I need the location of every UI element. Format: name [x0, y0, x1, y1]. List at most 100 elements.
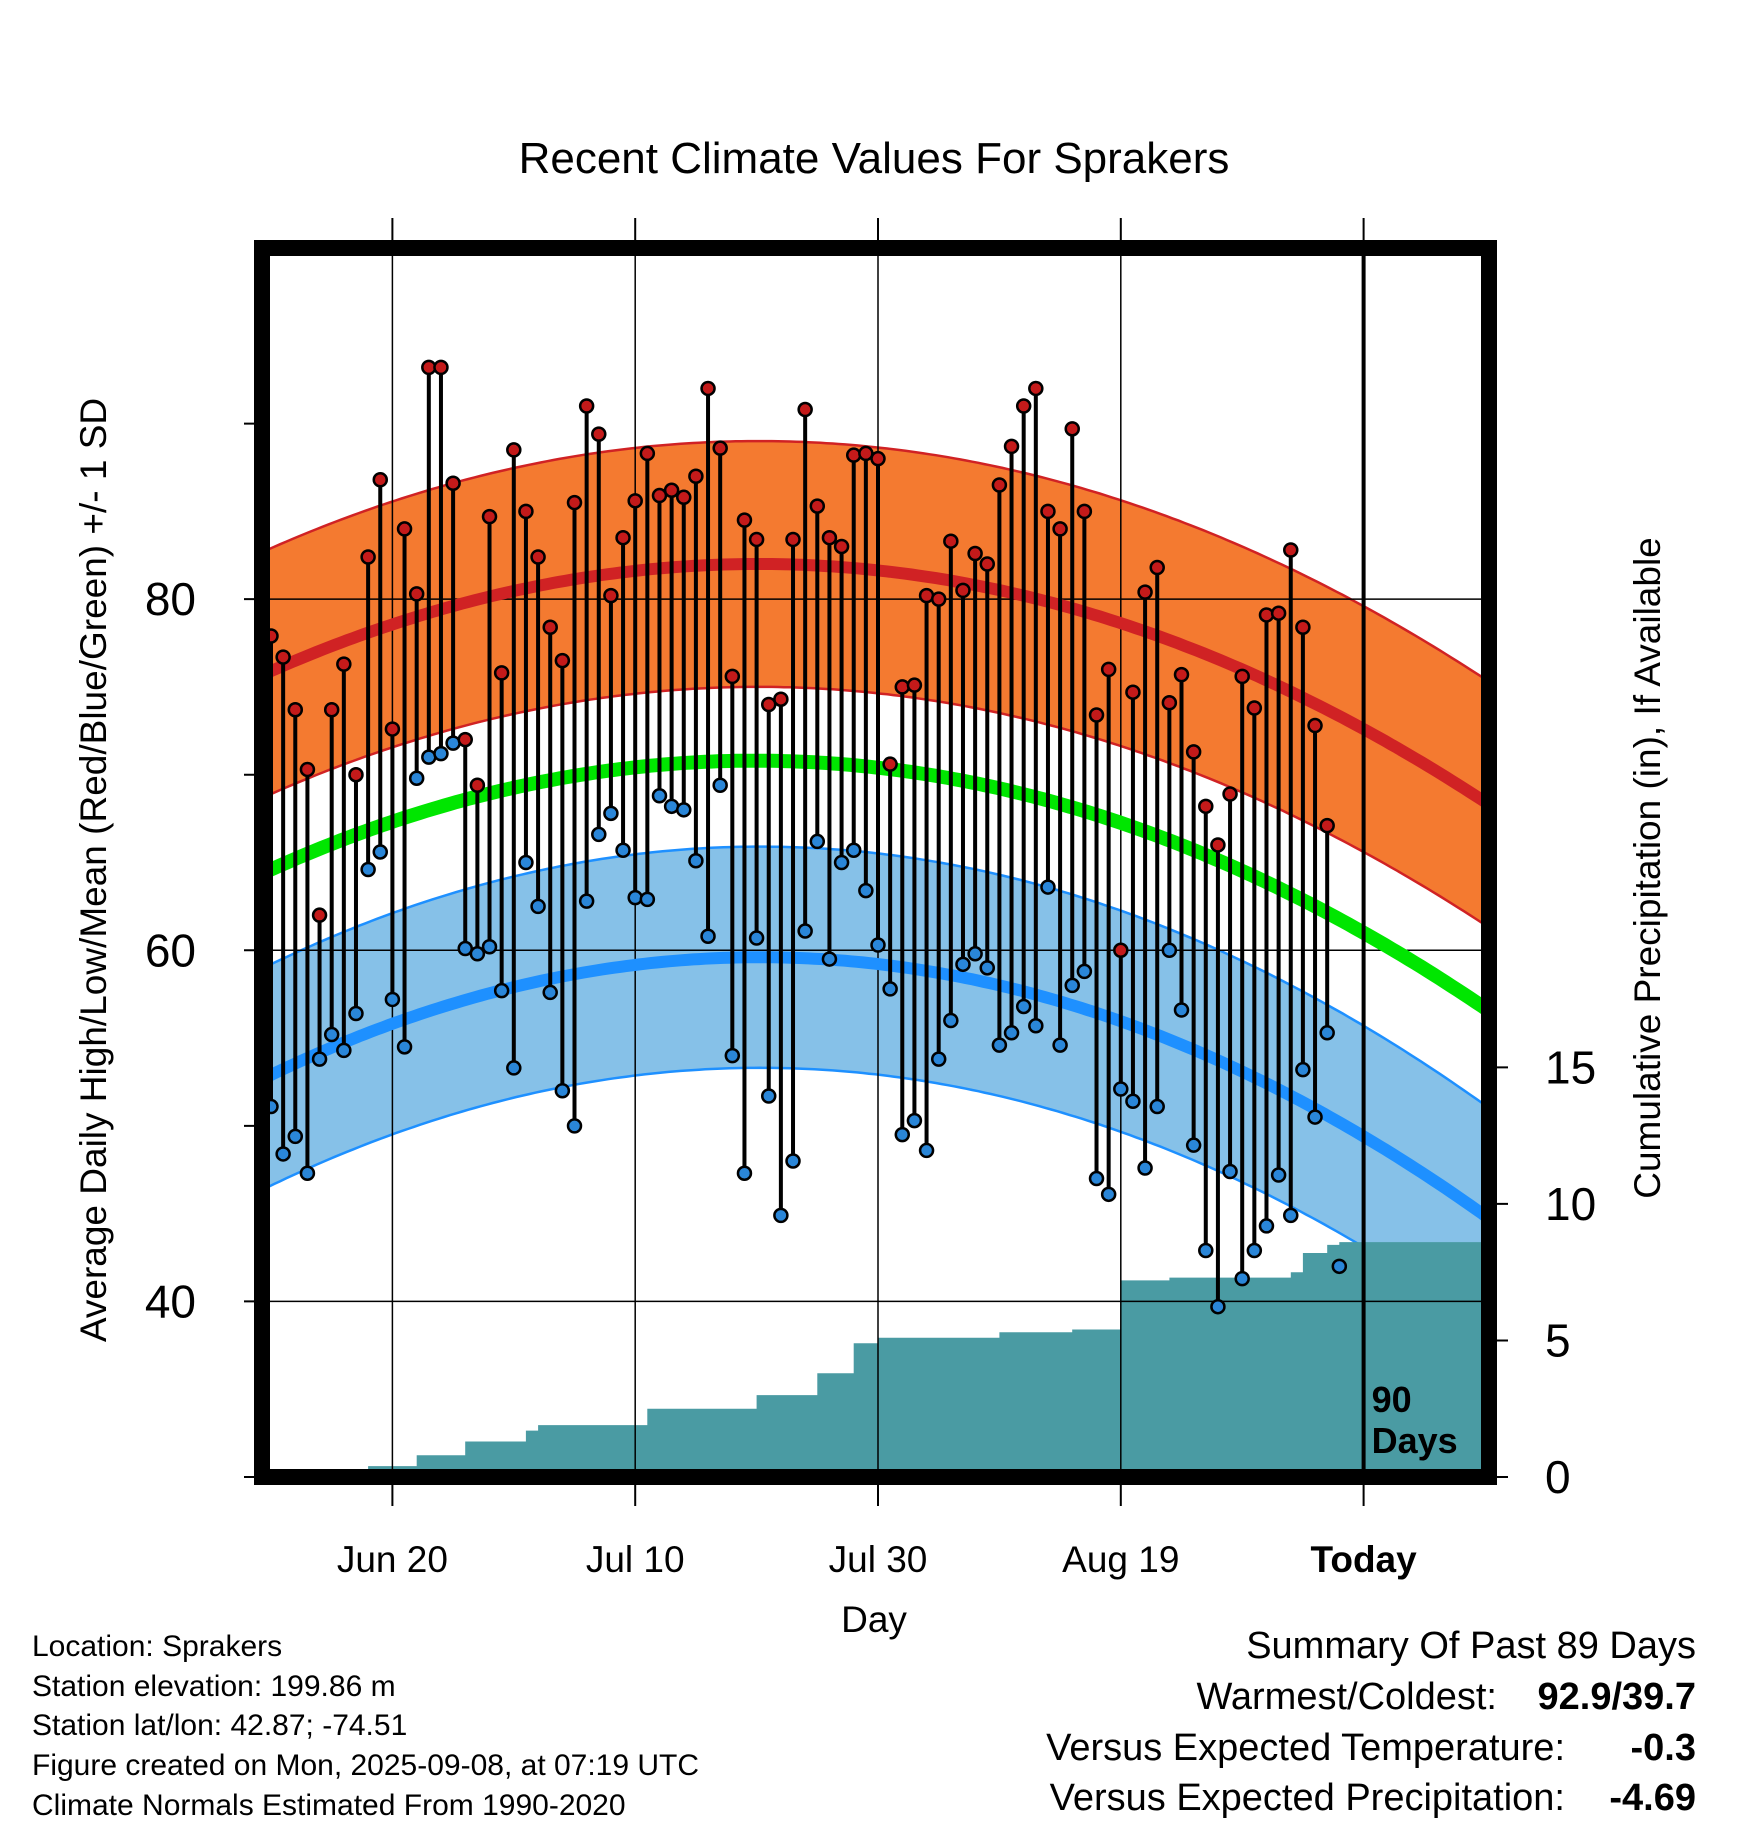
x-axis-label: Day — [841, 1599, 907, 1640]
daily-low-point — [748, 930, 765, 946]
daily-high-point — [870, 450, 886, 467]
daily-low-point — [639, 891, 656, 908]
daily-high-point — [287, 702, 304, 718]
daily-low-point — [1161, 942, 1178, 959]
expected-high-line — [262, 558, 1489, 809]
daily-low-point — [906, 1112, 923, 1129]
info-created: Figure created on Mon, 2025-09-08, at 07… — [32, 1749, 699, 1782]
daily-high-point — [1100, 661, 1117, 678]
daily-low-point — [311, 1051, 328, 1067]
daily-high-point — [323, 702, 340, 718]
daily-low-point — [821, 951, 838, 967]
daily-low-point — [506, 1060, 522, 1076]
daily-high-point — [408, 586, 425, 602]
y2-tick-label: 5 — [1545, 1314, 1571, 1366]
expected-low-line — [262, 951, 1489, 1223]
daily-low-point — [797, 923, 813, 939]
precip-area — [262, 1242, 1489, 1477]
daily-high-point — [979, 556, 996, 572]
daily-high-point — [1052, 521, 1068, 537]
daily-low-point — [760, 1088, 777, 1104]
daily-high-point — [578, 398, 595, 414]
daily-low-point — [1137, 1160, 1153, 1176]
daily-high-point — [639, 445, 656, 462]
daily-high-point — [785, 531, 801, 548]
daily-high-point — [348, 766, 364, 783]
daily-low-point — [882, 981, 898, 997]
daily-low-point — [615, 842, 631, 858]
plot-frame — [254, 240, 1497, 1485]
daily-low-point — [979, 960, 996, 976]
daily-high-point — [384, 721, 401, 737]
daily-high-point — [493, 665, 510, 681]
daily-high-point — [724, 668, 741, 685]
daily-low-point — [1307, 1109, 1323, 1125]
daily-low-point — [700, 928, 716, 944]
daily-high-point — [882, 756, 898, 772]
daily-low-point — [712, 777, 728, 793]
chart-title: Recent Climate Values For Sprakers — [519, 134, 1230, 183]
daily-high-point — [1113, 942, 1129, 959]
daily-low-point — [348, 1005, 364, 1022]
daily-high-point — [1161, 694, 1178, 711]
x-tick-label: Today — [1310, 1539, 1417, 1580]
daily-high-point — [566, 494, 583, 511]
daily-high-point — [372, 472, 389, 488]
daily-high-point — [554, 652, 571, 669]
daily-high-point — [1246, 700, 1263, 716]
daily-low-point — [688, 852, 704, 869]
info-elevation: Station elevation: 199.86 m — [32, 1670, 396, 1703]
y-axis-label: Average Daily High/Low/Mean (Red/Blue/Gr… — [73, 398, 114, 1342]
daily-low-point — [943, 1012, 959, 1029]
daily-low-point — [408, 770, 425, 786]
daily-low-point — [809, 833, 826, 850]
daily-high-point — [445, 475, 461, 492]
daily-low-point — [894, 1126, 911, 1143]
daily-high-point — [1015, 398, 1032, 414]
daily-high-point — [809, 498, 826, 514]
daily-low-point — [627, 889, 643, 906]
daily-high-point — [518, 503, 534, 520]
daily-low-point — [1003, 1025, 1020, 1041]
summary-temp-label: Versus Expected Temperature: — [1046, 1727, 1565, 1769]
daily-low-point — [785, 1153, 801, 1169]
daily-low-point — [1234, 1270, 1250, 1287]
summary-title: Summary Of Past 89 Days — [1246, 1625, 1696, 1667]
daily-low-point — [1331, 1258, 1348, 1275]
high-band-upper-edge — [262, 439, 1489, 683]
summary-precip-label: Versus Expected Precipitation: — [1050, 1777, 1565, 1819]
daily-low-point — [360, 861, 376, 878]
days-label-number: 90 — [1372, 1379, 1412, 1420]
daily-high-point — [1319, 817, 1335, 834]
daily-low-point — [1270, 1167, 1287, 1183]
daily-low-point — [1173, 1002, 1190, 1018]
y-tick-label: 80 — [145, 573, 196, 625]
daily-high-point — [311, 907, 328, 923]
daily-high-point — [299, 761, 316, 778]
summary-precip-value: -4.69 — [1609, 1777, 1696, 1819]
summary-warmest-coldest-value: 92.9/39.7 — [1538, 1676, 1696, 1718]
daily-high-point — [1258, 607, 1275, 623]
daily-low-point — [578, 893, 595, 909]
y-tick-label: 40 — [145, 1275, 196, 1327]
daily-high-point — [906, 677, 923, 693]
daily-high-point — [773, 691, 789, 707]
daily-low-point — [493, 982, 510, 999]
daily-high-point — [336, 656, 352, 672]
high-band-lower-edge — [262, 685, 1489, 928]
daily-low-point — [372, 844, 389, 860]
daily-high-point — [1222, 786, 1238, 802]
daily-high-point — [469, 777, 486, 793]
daily-high-point — [591, 426, 607, 442]
daily-low-point — [967, 946, 983, 962]
daily-low-point — [1258, 1218, 1275, 1234]
daily-low-point — [1125, 1093, 1141, 1110]
x-tick-label: Jul 10 — [586, 1539, 685, 1580]
daily-low-point — [845, 842, 862, 858]
daily-high-point — [967, 545, 983, 562]
daily-high-point — [736, 512, 753, 528]
daily-high-point — [700, 380, 716, 397]
